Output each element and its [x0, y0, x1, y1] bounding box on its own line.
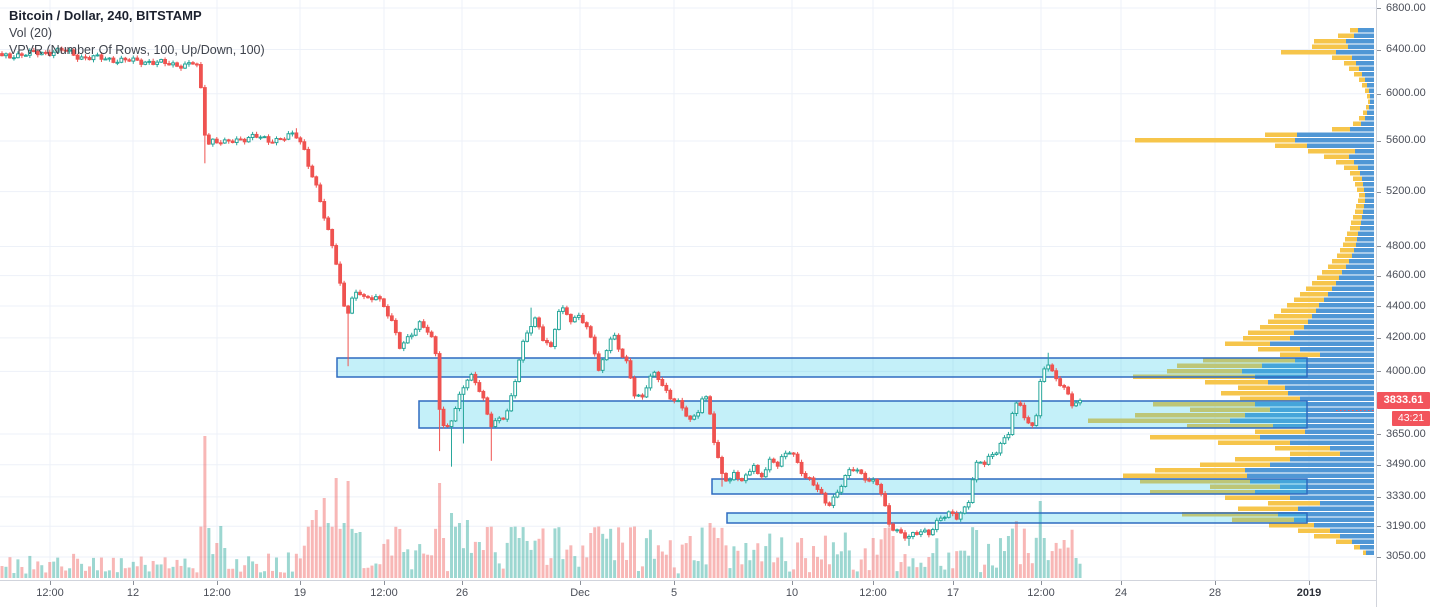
grid-lines	[0, 0, 1376, 580]
price-tick	[1377, 275, 1381, 277]
vpvr-histogram	[1088, 28, 1374, 555]
last-price-label: 3833.61	[1377, 392, 1430, 409]
price-tick	[1377, 434, 1381, 436]
time-tick-label: 19	[293, 587, 307, 599]
time-tick	[1215, 581, 1216, 585]
price-tick-label: 4400.00	[1386, 299, 1426, 312]
time-tick	[50, 581, 51, 585]
price-tick-label: 3650.00	[1386, 427, 1426, 440]
price-tick-label: 6400.00	[1386, 43, 1426, 55]
time-tick-label: 12	[126, 587, 140, 599]
price-tick	[1377, 8, 1381, 9]
price-axis[interactable]: 6800.00 6400.00 6000.00 5600.00 5200.00 4800.…	[1376, 0, 1430, 607]
price-tick-label: 4000.00	[1386, 364, 1426, 377]
time-tick	[384, 581, 385, 585]
time-axis[interactable]: 12:00 12 12:00 19 12:00 26 Dec 5 10 12:00 17 12:00 2…	[0, 580, 1430, 607]
time-tick-label: 2019	[1296, 587, 1322, 599]
price-tick-label: 5200.00	[1386, 185, 1426, 198]
price-tick	[1377, 337, 1381, 339]
time-tick	[674, 581, 675, 585]
time-tick-label: 12:00	[1027, 587, 1055, 599]
price-tick-label: 6000.00	[1386, 87, 1426, 100]
bar-countdown-label: 43:21	[1392, 411, 1430, 426]
time-tick	[217, 581, 218, 585]
support-resistance-zone[interactable]	[711, 478, 1308, 495]
support-resistance-zone[interactable]	[336, 357, 1308, 378]
price-tick-label: 3190.00	[1386, 519, 1426, 532]
drawing-zones	[336, 357, 1308, 524]
price-tick-label: 3330.00	[1386, 490, 1426, 503]
time-tick-label: 12:00	[370, 587, 398, 599]
time-tick	[792, 581, 793, 585]
price-tick	[1377, 496, 1381, 498]
price-tick	[1377, 526, 1381, 528]
time-tick-label: 26	[455, 587, 469, 599]
price-tick-label: 3490.00	[1386, 458, 1426, 471]
price-tick-label: 4800.00	[1386, 239, 1426, 252]
price-tick	[1377, 371, 1381, 373]
time-tick	[953, 581, 954, 585]
support-resistance-zone[interactable]	[726, 512, 1308, 524]
price-tick-label: 4600.00	[1386, 269, 1426, 282]
price-tick	[1377, 464, 1381, 466]
time-tick	[300, 581, 301, 585]
time-tick-label: Dec	[570, 587, 590, 599]
candles	[0, 46, 1082, 546]
volume-bars	[0, 436, 1082, 578]
price-tick	[1377, 556, 1381, 558]
time-tick	[580, 581, 581, 585]
time-tick	[1121, 581, 1122, 585]
price-tick	[1377, 49, 1381, 51]
time-tick-label: 10	[785, 587, 799, 599]
time-tick-label: 5	[670, 587, 678, 599]
price-tick-label: 3050.00	[1386, 550, 1426, 563]
price-tick	[1377, 246, 1381, 248]
price-tick	[1377, 191, 1381, 193]
time-tick-label: 24	[1114, 587, 1128, 599]
time-tick-label: 12:00	[203, 587, 231, 599]
price-tick-label: 6800.00	[1386, 1, 1426, 14]
time-tick-label: 12:00	[36, 587, 64, 599]
price-tick-label: 5600.00	[1386, 134, 1426, 147]
time-tick	[133, 581, 134, 585]
time-tick-label: 28	[1208, 587, 1222, 599]
time-tick	[1309, 581, 1310, 585]
time-tick-label: 12:00	[859, 587, 887, 599]
price-tick	[1377, 140, 1381, 142]
price-tick-label: 4200.00	[1386, 331, 1426, 344]
time-tick	[1041, 581, 1042, 585]
time-tick-label: 17	[946, 587, 960, 599]
time-tick	[462, 581, 463, 585]
time-tick	[873, 581, 874, 585]
price-tick	[1377, 306, 1381, 308]
support-resistance-zone[interactable]	[418, 400, 1308, 429]
price-tick	[1377, 93, 1381, 95]
